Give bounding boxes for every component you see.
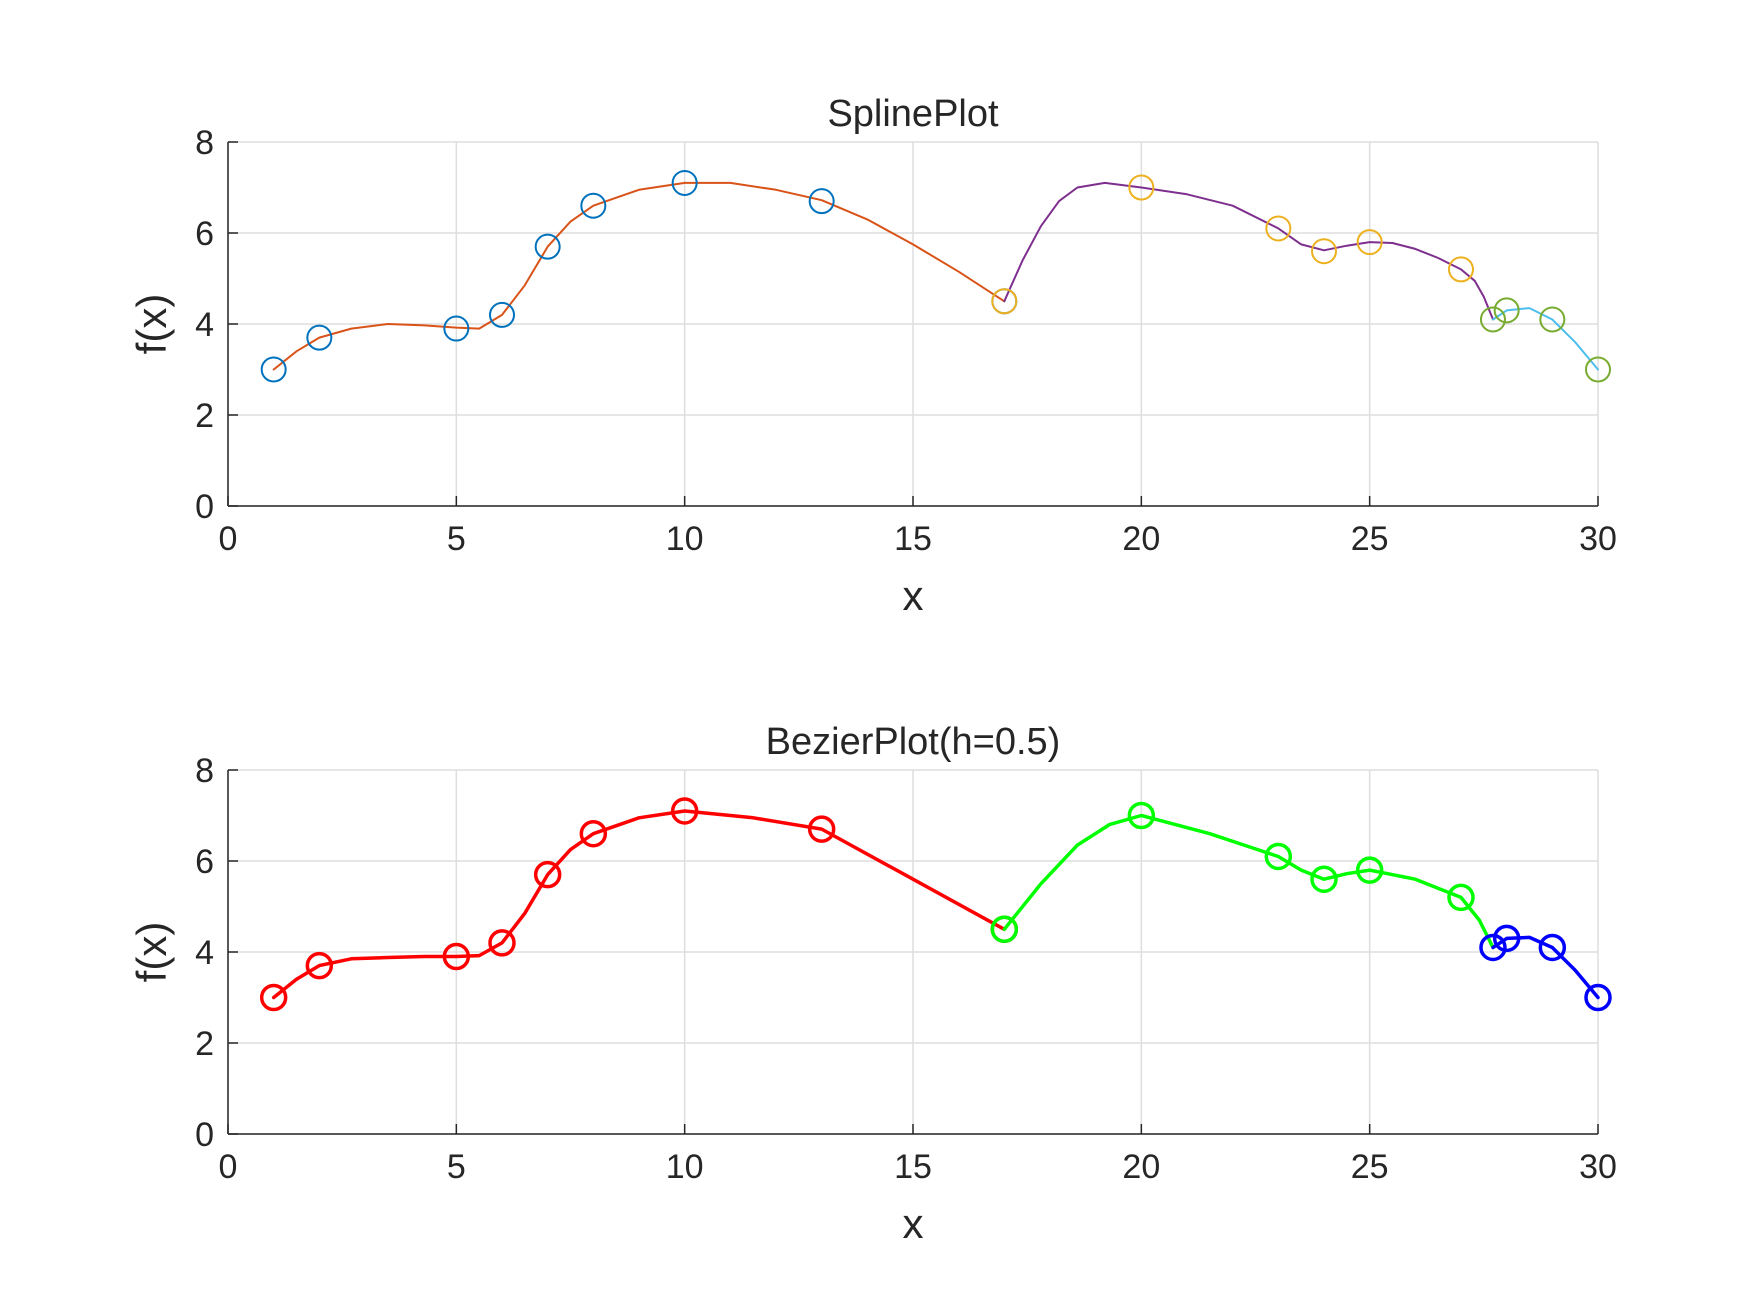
- series-0-point: [533, 860, 562, 889]
- y-tick-label: 0: [195, 488, 214, 526]
- series-0-point: [488, 929, 516, 957]
- series-1-line: [1003, 181, 1494, 321]
- series-1-point: [1127, 801, 1156, 830]
- series-1-point: [1355, 856, 1384, 884]
- y-tick-labels: 0 2 4 6 8: [195, 752, 214, 1154]
- series-1-point: [1448, 256, 1474, 283]
- series-1-point: [990, 915, 1019, 943]
- series-0-point: [534, 233, 561, 260]
- x-tick-label: 30: [1579, 520, 1617, 558]
- chart-title: BezierPlot(h=0.5): [766, 721, 1061, 763]
- grid: [227, 769, 1599, 1135]
- axis-lines: [227, 769, 1599, 1135]
- series-1-point: [1264, 842, 1293, 871]
- x-tick-labels: 0 5 10 15 20 25 30: [219, 520, 1617, 558]
- series-2-point: [1479, 933, 1507, 962]
- series-1-point: [1311, 238, 1337, 265]
- y-tick-labels: 0 2 4 6 8: [195, 124, 214, 526]
- y-tick-label: 6: [195, 843, 214, 881]
- series-1-point: [1356, 229, 1383, 256]
- y-tick-label: 8: [195, 124, 214, 162]
- x-tick-label: 20: [1122, 520, 1160, 558]
- series-1-point: [1128, 174, 1155, 201]
- bezier-plot-axes: 0 5 10 15 20 25 30 0 2 4 6 8 BezierPlot(h=0.5) x f…: [128, 721, 1617, 1247]
- series-0-point: [443, 315, 470, 342]
- x-tick-label: 0: [219, 1148, 238, 1186]
- series-0-point: [259, 983, 288, 1012]
- series-0-point: [489, 301, 515, 328]
- x-tick-label: 25: [1351, 1148, 1389, 1186]
- curves: [271, 809, 1600, 1000]
- series-2-point: [1539, 306, 1566, 333]
- series-2-point: [1538, 933, 1567, 962]
- y-tick-label: 8: [195, 752, 214, 790]
- series-1-point: [1310, 865, 1338, 893]
- markers: [260, 169, 1611, 383]
- series-2-point: [1492, 924, 1521, 953]
- axis-lines: [227, 141, 1599, 507]
- series-2-point: [1493, 297, 1520, 324]
- series-2-point: [1585, 356, 1611, 383]
- grid: [227, 141, 1599, 507]
- y-axis-label: f(x): [128, 294, 175, 355]
- series-2-line: [1492, 307, 1599, 371]
- y-tick-label: 4: [195, 306, 214, 344]
- series-2-line: [1491, 935, 1600, 1000]
- series-0-point: [580, 192, 607, 219]
- chart-title: SplinePlot: [827, 93, 999, 135]
- x-tick-labels: 0 5 10 15 20 25 30: [219, 1148, 1617, 1186]
- series-1-point: [1447, 883, 1475, 912]
- series-0-point: [305, 951, 334, 980]
- spline-plot-axes: 0 5 10 15 20 25 30 0 2 4 6 8 SplinePlot x f(x): [128, 93, 1617, 619]
- x-tick-label: 20: [1122, 1148, 1160, 1186]
- series-1-point: [991, 288, 1018, 315]
- x-tick-label: 15: [894, 1148, 932, 1186]
- y-tick-label: 2: [195, 1025, 214, 1063]
- series-0-point: [807, 815, 836, 843]
- series-0-point: [671, 169, 698, 196]
- x-tick-label: 0: [219, 520, 238, 558]
- y-tick-label: 6: [195, 215, 214, 253]
- series-0-line: [272, 181, 1006, 371]
- x-tick-label: 10: [666, 1148, 704, 1186]
- x-tick-label: 30: [1579, 1148, 1617, 1186]
- series-0-point: [808, 188, 835, 215]
- y-tick-label: 0: [195, 1116, 214, 1154]
- series-0-point: [442, 942, 471, 971]
- series-0-point: [670, 797, 699, 825]
- series-0-point: [260, 356, 287, 383]
- y-axis-label: f(x): [128, 922, 175, 983]
- x-tick-label: 25: [1351, 520, 1389, 558]
- series-0-point: [579, 819, 608, 848]
- x-axis-label: x: [903, 1200, 924, 1247]
- y-tick-label: 2: [195, 397, 214, 435]
- y-tick-label: 4: [195, 934, 214, 972]
- series-0-point: [306, 324, 333, 351]
- series-1-point: [1265, 215, 1292, 242]
- x-tick-label: 10: [666, 520, 704, 558]
- series-2-point: [1584, 983, 1612, 1012]
- x-axis-label: x: [903, 572, 924, 619]
- markers: [259, 797, 1612, 1012]
- curves: [272, 181, 1599, 371]
- x-tick-label: 5: [447, 1148, 466, 1186]
- series-0-line: [271, 809, 1007, 1000]
- x-tick-label: 5: [447, 520, 466, 558]
- series-1-line: [1002, 813, 1495, 950]
- series-2-point: [1479, 306, 1506, 333]
- x-tick-label: 15: [894, 520, 932, 558]
